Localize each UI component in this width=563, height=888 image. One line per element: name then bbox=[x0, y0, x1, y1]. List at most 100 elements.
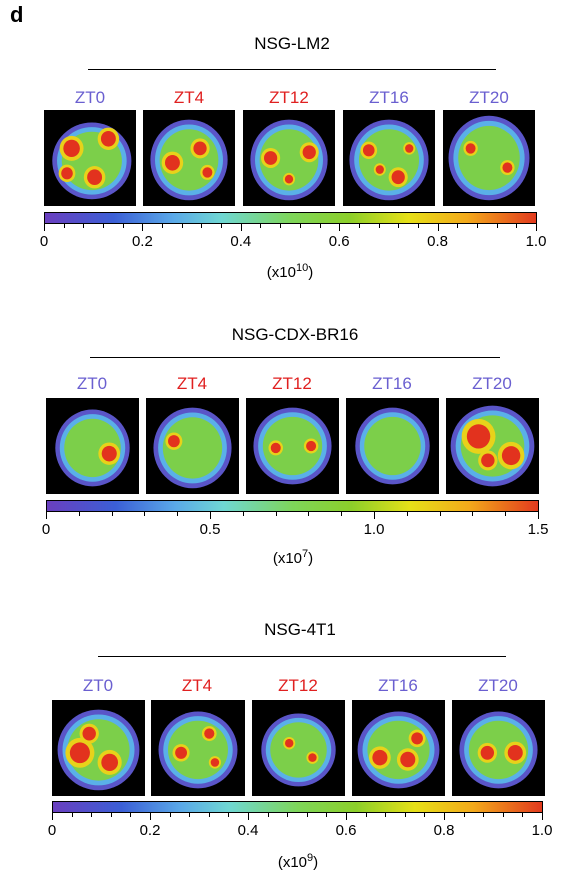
minor-tick bbox=[516, 224, 518, 228]
timepoint-label: ZT12 bbox=[278, 676, 318, 695]
major-tick bbox=[142, 224, 144, 231]
minor-tick bbox=[275, 512, 277, 516]
tick-label: 1.5 bbox=[527, 521, 549, 538]
timepoint-label: ZT20 bbox=[469, 88, 509, 107]
minor-tick bbox=[242, 512, 244, 516]
bioluminescence-image bbox=[46, 398, 139, 494]
tick-label: 0.4 bbox=[237, 822, 259, 839]
major-tick bbox=[240, 224, 242, 231]
minor-tick bbox=[505, 512, 507, 516]
minor-tick bbox=[91, 813, 93, 817]
minor-tick bbox=[287, 813, 289, 817]
minor-tick bbox=[457, 224, 459, 228]
minor-tick bbox=[358, 224, 360, 228]
group-title: NSG-4T1 bbox=[264, 620, 336, 639]
major-tick bbox=[44, 224, 45, 231]
panel-letter: d bbox=[10, 2, 24, 27]
timepoint-label: ZT4 bbox=[173, 88, 205, 107]
minor-tick bbox=[208, 813, 210, 817]
minor-tick bbox=[110, 813, 112, 817]
minor-tick bbox=[63, 224, 65, 228]
timepoint-label: ZT4 bbox=[176, 374, 208, 393]
tick-label: 0.2 bbox=[139, 822, 161, 839]
major-tick bbox=[444, 813, 445, 820]
group-title: NSG-CDX-BR16 bbox=[231, 325, 359, 344]
minor-tick bbox=[385, 813, 387, 817]
bioluminescence-image bbox=[252, 700, 345, 796]
minor-tick bbox=[378, 224, 380, 228]
minor-tick bbox=[83, 224, 85, 228]
tick-label: 0.5 bbox=[199, 521, 221, 538]
major-tick bbox=[346, 813, 347, 820]
tick-label: 1.0 bbox=[531, 822, 553, 839]
tick-label: 0.4 bbox=[230, 233, 252, 250]
group-nsg-cdx-br16: NSG-CDX-BR16 ZT0 ZT4 ZT12 ZT16 ZT20 (x10… bbox=[42, 325, 549, 567]
minor-tick bbox=[111, 512, 113, 516]
minor-tick bbox=[78, 512, 80, 516]
minor-tick bbox=[306, 813, 308, 817]
major-tick bbox=[339, 224, 341, 231]
bioluminescence-image bbox=[452, 700, 545, 796]
minor-tick bbox=[221, 224, 223, 228]
timepoint-label: ZT16 bbox=[378, 676, 418, 695]
group-title: NSG-LM2 bbox=[254, 34, 330, 53]
group-nsg-lm2: NSG-LM2 ZT0 ZT4 ZT12 ZT16 ZT20 (x1010) 0… bbox=[0, 0, 563, 290]
bioluminescence-image bbox=[346, 398, 439, 494]
minor-tick bbox=[189, 813, 191, 817]
scale-multiplier: (x109) bbox=[277, 852, 319, 871]
color-scale-bar bbox=[44, 212, 537, 224]
major-tick bbox=[52, 813, 53, 820]
bioluminescence-image bbox=[343, 110, 435, 206]
minor-tick bbox=[341, 512, 343, 516]
minor-tick bbox=[267, 813, 269, 817]
minor-tick bbox=[130, 813, 132, 817]
tick-label: 0.8 bbox=[433, 822, 455, 839]
major-tick bbox=[210, 512, 211, 519]
minor-tick bbox=[181, 224, 183, 228]
bioluminescence-image bbox=[243, 110, 335, 206]
bioluminescence-image bbox=[143, 110, 235, 206]
minor-tick bbox=[177, 512, 179, 516]
minor-tick bbox=[502, 813, 504, 817]
tick-label: 1.0 bbox=[525, 233, 547, 250]
bioluminescence-image bbox=[352, 700, 445, 796]
tick-label: 0 bbox=[47, 822, 57, 839]
timepoint-label: ZT16 bbox=[372, 374, 412, 393]
minor-tick bbox=[417, 224, 419, 228]
minor-tick bbox=[228, 813, 230, 817]
major-tick bbox=[374, 512, 375, 519]
minor-tick bbox=[122, 224, 124, 228]
tick-label: 0 bbox=[39, 233, 49, 250]
minor-tick bbox=[280, 224, 282, 228]
group-bracket-line bbox=[88, 69, 496, 70]
minor-tick bbox=[201, 224, 203, 228]
minor-tick bbox=[103, 224, 105, 228]
minor-tick bbox=[404, 813, 406, 817]
major-tick bbox=[248, 813, 249, 820]
timepoint-label: ZT0 bbox=[74, 88, 106, 107]
minor-tick bbox=[472, 512, 474, 516]
major-tick bbox=[542, 813, 543, 820]
tick-label: 1.0 bbox=[363, 521, 385, 538]
timepoint-label: ZT0 bbox=[82, 676, 114, 695]
minor-tick bbox=[162, 224, 164, 228]
minor-tick bbox=[522, 813, 524, 817]
minor-tick bbox=[398, 224, 400, 228]
tick-label: 0.6 bbox=[335, 822, 357, 839]
tick-label: 0.2 bbox=[131, 233, 153, 250]
minor-tick bbox=[496, 224, 498, 228]
timepoint-label: ZT20 bbox=[472, 374, 512, 393]
timepoint-label: ZT16 bbox=[369, 88, 409, 107]
timepoint-label: ZT12 bbox=[272, 374, 312, 393]
bioluminescence-image bbox=[44, 110, 136, 206]
bioluminescence-image bbox=[246, 398, 339, 494]
major-tick bbox=[536, 224, 537, 231]
bioluminescence-image bbox=[146, 398, 239, 494]
minor-tick bbox=[406, 512, 408, 516]
minor-tick bbox=[365, 813, 367, 817]
minor-tick bbox=[326, 813, 328, 817]
group-bracket-line bbox=[98, 656, 506, 657]
timepoint-label: ZT20 bbox=[478, 676, 518, 695]
minor-tick bbox=[483, 813, 485, 817]
